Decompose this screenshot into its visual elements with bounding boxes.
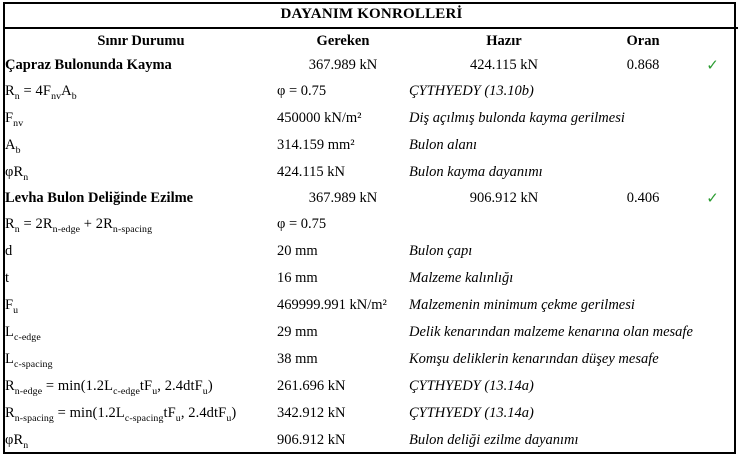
parameter-description: ÇYTHYEDY (13.14a) (409, 378, 534, 395)
parameter-description: ÇYTHYEDY (13.14a) (409, 405, 534, 422)
parameter-row: Fu 469999.991 kN/m² Malzemenin minimum çek… (5, 292, 738, 319)
parameter-value: 424.115 kN (277, 164, 345, 181)
parameter-value: 342.912 kN (277, 405, 346, 422)
parameter-description: Bulon deliği ezilme dayanımı (409, 432, 579, 449)
status-check-icon: ✓ (706, 188, 719, 207)
parameter-value: 29 mm (277, 324, 318, 341)
parameter-symbol: d (5, 243, 13, 260)
page-title: DAYANIM KONROLLERİ (280, 6, 463, 22)
parameter-description: Delik kenarından malzeme kenarına olan m… (409, 324, 693, 341)
parameter-row: Rn-edge = min(1.2Lc-edgetFu, 2.4dtFu) 261… (5, 373, 738, 400)
required-value: 367.989 kN (308, 57, 378, 74)
parameter-description: Malzeme kalınlığı (409, 270, 514, 287)
header-ratio: Oran (626, 32, 660, 49)
parameter-row: Rn-spacing = min(1.2Lc-spacingtFu, 2.4dt… (5, 400, 738, 427)
parameter-symbol: Fu (5, 297, 19, 316)
parameter-row: Lc-spacing 38 mm Komşu deliklerin kenarınd… (5, 346, 738, 373)
parameter-symbol: Lc-edge (5, 324, 41, 343)
required-value: 367.989 kN (308, 190, 378, 207)
available-value: 424.115 kN (470, 57, 538, 74)
parameter-value: 314.159 mm² (277, 137, 355, 154)
parameter-value: 450000 kN/m² (277, 110, 362, 127)
limit-state-name: Levha Bulon Deliğinde Ezilme (5, 190, 194, 207)
parameter-symbol: φRn (5, 432, 29, 451)
parameter-symbol: Rn-edge = min(1.2Lc-edgetFu, 2.4dtFu) (5, 378, 213, 397)
strength-checks-table: Sınır Durumu Gereken Hazır Oran Çapraz Bulon… (5, 29, 738, 454)
header-required: Gereken (316, 32, 370, 49)
parameter-row: Ab 314.159 mm² Bulon alanı (5, 132, 738, 159)
parameter-value: φ = 0.75 (277, 83, 327, 100)
parameter-row: Rn = 4FnvAb φ = 0.75 ÇYTHYEDY (13.10b) (5, 78, 738, 105)
ratio-value: 0.406 (626, 190, 660, 207)
parameter-symbol: Rn = 2Rn-edge + 2Rn-spacing (5, 216, 153, 235)
parameter-description: Bulon çapı (409, 243, 473, 260)
available-value: 906.912 kN (469, 190, 539, 207)
parameter-row: Rn = 2Rn-edge + 2Rn-spacing φ = 0.75 (5, 211, 738, 238)
parameter-value: 469999.991 kN/m² (277, 297, 387, 314)
parameter-row: φRn 906.912 kN Bulon deliği ezilme dayanım… (5, 427, 738, 454)
parameter-row: Fnv 450000 kN/m² Diş açılmış bulonda kayma… (5, 105, 738, 132)
ratio-value: 0.868 (626, 57, 660, 74)
parameter-symbol: Rn = 4FnvAb (5, 83, 77, 102)
parameter-value: 16 mm (277, 270, 318, 287)
table-border-frame: DAYANIM KONROLLERİ Sınır Durumu Gereken Ha… (3, 2, 738, 454)
limit-state-row: Çapraz Bulonunda Kayma 367.989 kN 424.115 … (5, 53, 738, 78)
header-limit-state: Sınır Durumu (97, 32, 185, 49)
limit-state-row: Levha Bulon Deliğinde Ezilme 367.989 kN 90… (5, 186, 738, 211)
parameter-description: Bulon alanı (409, 137, 478, 154)
parameter-description (409, 211, 738, 238)
status-check-icon: ✓ (706, 55, 719, 74)
parameter-description: Malzemenin minimum çekme gerilmesi (409, 297, 635, 314)
table-header-row: Sınır Durumu Gereken Hazır Oran (5, 29, 738, 53)
parameter-value: 906.912 kN (277, 432, 346, 449)
parameter-description: Komşu deliklerin kenarından düşey mesafe (409, 351, 659, 368)
parameter-symbol: Ab (5, 137, 21, 156)
parameter-value: 261.696 kN (277, 378, 346, 395)
parameter-description: Bulon kayma dayanımı (409, 164, 543, 181)
parameter-row: φRn 424.115 kN Bulon kayma dayanımı (5, 159, 738, 186)
parameter-value: 20 mm (277, 243, 318, 260)
limit-state-name: Çapraz Bulonunda Kayma (5, 57, 172, 74)
parameter-symbol: t (5, 270, 10, 287)
header-status (687, 29, 738, 53)
parameter-value: φ = 0.75 (277, 216, 327, 233)
parameter-symbol: φRn (5, 164, 29, 183)
parameter-row: t 16 mm Malzeme kalınlığı (5, 265, 738, 292)
parameter-description: ÇYTHYEDY (13.10b) (409, 83, 534, 100)
parameter-row: d 20 mm Bulon çapı (5, 238, 738, 265)
parameter-symbol: Lc-spacing (5, 351, 53, 370)
table-body: Sınır Durumu Gereken Hazır Oran Çapraz Bulon… (5, 29, 738, 454)
parameter-symbol: Rn-spacing = min(1.2Lc-spacingtFu, 2.4dt… (5, 405, 237, 424)
parameter-value: 38 mm (277, 351, 318, 368)
header-available: Hazır (486, 32, 522, 49)
title-divider (5, 27, 738, 29)
parameter-description: Diş açılmış bulonda kayma gerilmesi (409, 110, 625, 127)
parameter-row: Lc-edge 29 mm Delik kenarından malzeme ken… (5, 319, 738, 346)
parameter-symbol: Fnv (5, 110, 24, 129)
